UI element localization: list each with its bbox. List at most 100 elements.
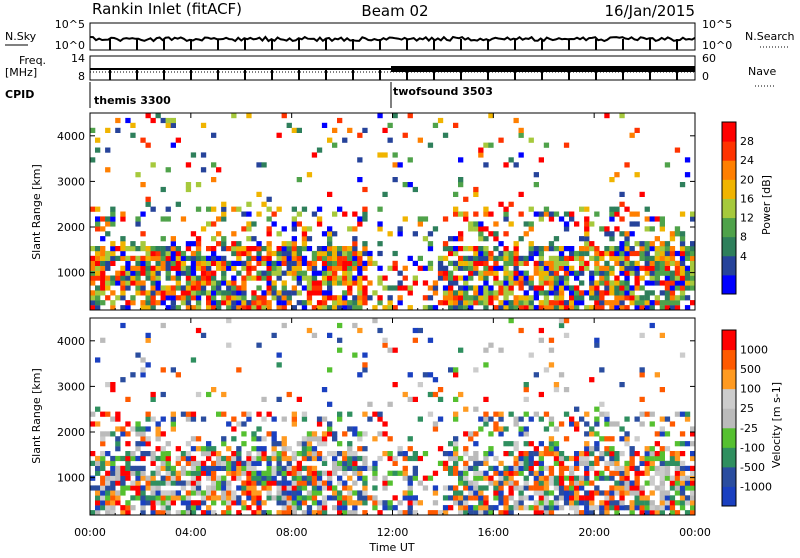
heatmap-cell: [301, 285, 308, 291]
heatmap-cell: [503, 206, 509, 212]
heatmap-cell: [276, 352, 282, 358]
heatmap-cell: [397, 470, 403, 476]
heatmap-cell: [311, 465, 318, 471]
heatmap-cell: [589, 431, 595, 437]
heatmap-cell: [221, 280, 227, 286]
heatmap-cell: [503, 470, 509, 476]
heatmap-cell: [332, 295, 338, 301]
heatmap-cell: [684, 250, 691, 257]
heatmap-cell: [377, 416, 383, 422]
heatmap-cell: [206, 475, 212, 481]
heatmap-cell: [518, 270, 524, 276]
heatmap-cell: [533, 446, 539, 452]
heatmap-cell: [377, 265, 383, 271]
heatmap-cell: [518, 431, 524, 437]
heatmap-cell: [311, 451, 318, 457]
heatmap-cell: [155, 265, 161, 271]
heatmap-cell: [362, 285, 368, 291]
heatmap-cell: [195, 446, 202, 452]
heatmap-cell: [548, 441, 555, 447]
heatmap-cell: [236, 241, 242, 247]
heatmap-cell: [528, 206, 534, 212]
heatmap-cell: [206, 465, 212, 471]
heatmap-cell: [609, 236, 615, 242]
heatmap-cell: [337, 322, 343, 329]
heatmap-cell: [518, 236, 524, 242]
heatmap-cell: [548, 436, 555, 442]
heatmap-cell: [614, 295, 620, 301]
heatmap-cell: [276, 275, 282, 281]
heatmap-cell: [357, 470, 363, 476]
heatmap-cell: [105, 490, 111, 496]
heatmap-cell: [448, 451, 454, 457]
heatmap-cell: [327, 495, 333, 501]
heatmap-cell: [200, 490, 207, 496]
heatmap-cell: [664, 465, 671, 471]
heatmap-cell: [548, 255, 555, 261]
heatmap-cell: [639, 367, 645, 373]
heatmap-cell: [518, 152, 524, 158]
heatmap-cell: [352, 280, 358, 286]
heatmap-cell: [674, 280, 681, 286]
heatmap-cell: [327, 226, 333, 232]
heatmap-cell: [100, 250, 106, 257]
heatmap-cell: [347, 280, 353, 286]
heatmap-cell: [664, 255, 671, 261]
heatmap-cell: [674, 465, 681, 471]
heatmap-cell: [165, 441, 171, 447]
heatmap-cell: [195, 465, 202, 471]
heatmap-cell: [417, 500, 423, 506]
heatmap-cell: [160, 367, 166, 373]
heatmap-cell: [236, 300, 242, 306]
heatmap-cell: [342, 255, 348, 261]
heatmap-cell: [226, 500, 232, 506]
heatmap-cell: [468, 221, 474, 227]
heatmap-cell: [100, 255, 106, 261]
heatmap-cell: [145, 451, 151, 457]
heatmap-cell: [256, 505, 262, 511]
heatmap-cell: [200, 416, 207, 422]
heatmap-cell: [649, 480, 655, 486]
heatmap-cell: [155, 470, 161, 476]
heatmap-cell: [473, 250, 479, 257]
heatmap-cell: [120, 250, 126, 257]
heatmap-cell: [498, 250, 504, 257]
heatmap-cell: [211, 460, 217, 466]
heatmap-cell: [110, 275, 116, 281]
heatmap-cell: [291, 416, 297, 422]
heatmap-cell: [548, 285, 555, 291]
heatmap-cell: [195, 241, 202, 247]
heatmap-cell: [639, 295, 645, 301]
heatmap-cell: [256, 500, 262, 506]
heatmap-cell: [246, 255, 252, 261]
heatmap-cell: [392, 162, 398, 168]
heatmap-cell: [508, 495, 514, 501]
heatmap-cell: [493, 305, 499, 311]
heatmap-cell: [518, 455, 524, 462]
heatmap-cell: [619, 255, 625, 261]
heatmap-cell: [306, 226, 313, 232]
heatmap-cell: [105, 265, 111, 271]
heatmap-cell: [478, 470, 484, 476]
heatmap-cell: [130, 465, 136, 471]
heatmap-cell: [105, 221, 111, 227]
heatmap-cell: [125, 255, 131, 261]
heatmap-cell: [437, 460, 444, 466]
heatmap-cell: [533, 510, 539, 516]
heatmap-cell: [195, 290, 202, 296]
heatmap-cell: [256, 480, 262, 486]
heatmap-cell: [266, 480, 272, 486]
heatmap-cell: [150, 490, 156, 496]
heatmap-cell: [664, 280, 671, 286]
heatmap-cell: [332, 260, 338, 266]
heatmap-cell: [170, 295, 176, 301]
heatmap-cell: [90, 157, 96, 163]
heatmap-cell: [125, 396, 131, 402]
heatmap-cell: [629, 132, 635, 138]
heatmap-cell: [211, 236, 217, 242]
heatmap-cell: [190, 416, 197, 422]
heatmap-cell: [150, 470, 156, 476]
heatmap-cell: [241, 460, 247, 466]
heatmap-cell: [175, 137, 181, 143]
